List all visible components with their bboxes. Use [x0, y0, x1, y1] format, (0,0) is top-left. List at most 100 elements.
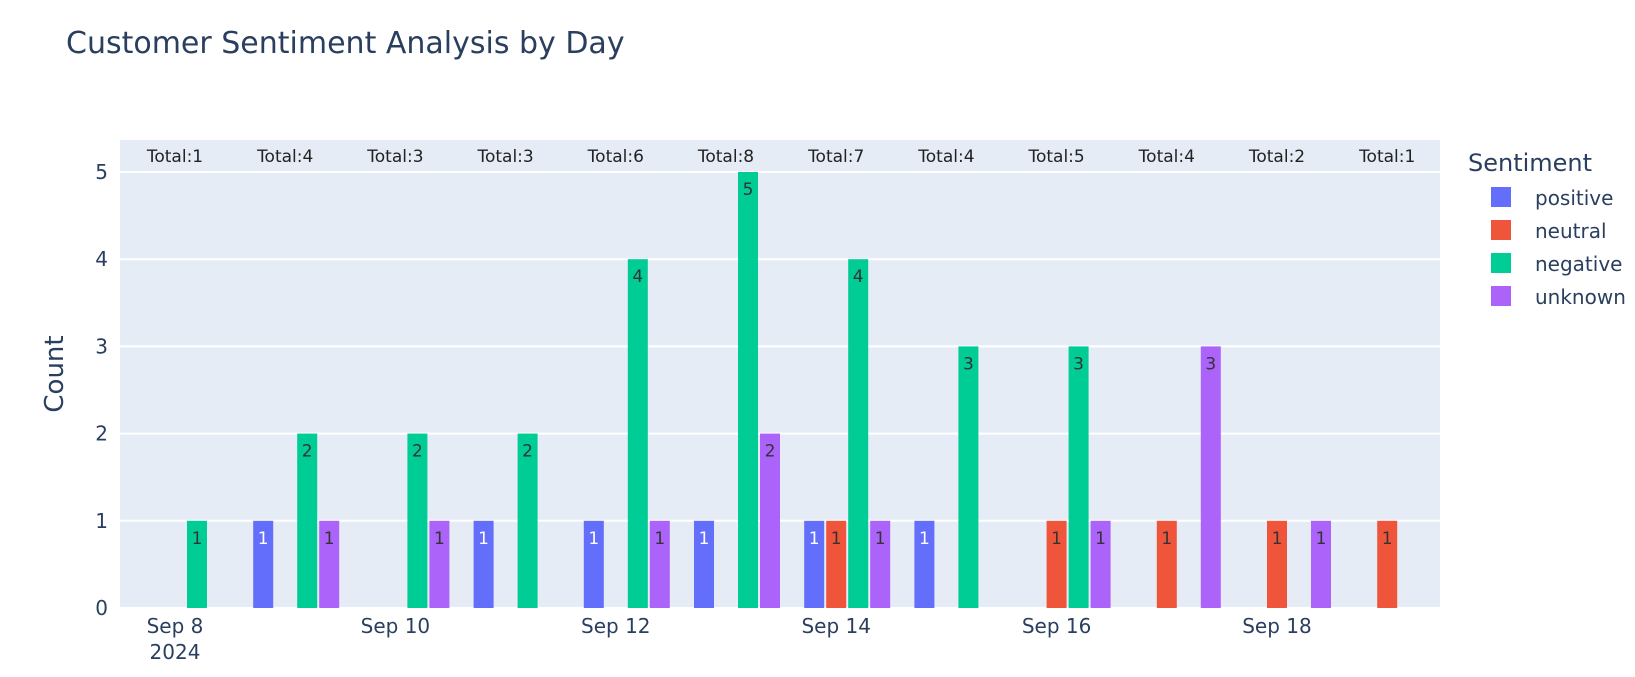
- bar-unknown[interactable]: [870, 520, 891, 608]
- y-tick-label: 0: [95, 596, 108, 620]
- bar-value-label: 1: [1382, 529, 1393, 549]
- bar-value-label: 4: [632, 267, 643, 287]
- total-label: Total:7: [807, 147, 864, 167]
- bar-unknown[interactable]: [1090, 520, 1111, 608]
- bar-value-label: 2: [765, 442, 776, 462]
- bar-negative[interactable]: [848, 259, 869, 608]
- bar-value-label: 1: [324, 529, 335, 549]
- bar-value-label: 1: [1161, 529, 1172, 549]
- legend-swatch: [1491, 220, 1511, 240]
- legend-swatch: [1491, 253, 1511, 273]
- bar-neutral[interactable]: [1377, 520, 1398, 608]
- bar-value-label: 1: [192, 529, 203, 549]
- bar-negative[interactable]: [297, 433, 318, 608]
- y-axis-title: Count: [40, 335, 70, 412]
- bar-unknown[interactable]: [649, 520, 670, 608]
- bar-value-label: 1: [1316, 529, 1327, 549]
- bar-unknown[interactable]: [1311, 520, 1331, 608]
- x-tick-year-label: 2024: [150, 640, 201, 664]
- total-annotations: Total:1 Total:4 Total:3 Total:3 Total:6 Total…: [146, 147, 1415, 167]
- bar-value-label: 2: [412, 442, 423, 462]
- bar-neutral[interactable]: [826, 520, 847, 608]
- total-label: Total:1: [1358, 147, 1415, 167]
- legend-item-negative[interactable]: negative: [1491, 252, 1622, 276]
- bar-neutral[interactable]: [1267, 520, 1287, 608]
- y-tick-label: 4: [95, 247, 108, 271]
- total-label: Total:6: [587, 147, 644, 167]
- bar-positive[interactable]: [253, 520, 274, 608]
- bar-positive[interactable]: [914, 520, 935, 608]
- bar-positive[interactable]: [804, 520, 825, 608]
- bar-positive[interactable]: [583, 520, 604, 608]
- bar-negative[interactable]: [627, 259, 648, 608]
- bar-negative[interactable]: [407, 433, 428, 608]
- bar-negative[interactable]: [738, 172, 758, 608]
- y-tick-label: 5: [95, 160, 108, 184]
- legend-title: Sentiment: [1468, 149, 1592, 177]
- bar-value-label: 5: [743, 180, 754, 200]
- total-label: Total:3: [366, 147, 423, 167]
- total-label: Total:4: [256, 147, 313, 167]
- x-tick-label: Sep 8: [147, 614, 204, 638]
- x-tick-label: Sep 10: [361, 614, 431, 638]
- bar-positive[interactable]: [473, 520, 494, 608]
- bar-value-label: 2: [522, 442, 533, 462]
- bar-value-label: 1: [831, 529, 842, 549]
- bar-value-label: 1: [588, 529, 599, 549]
- bar-value-label: 1: [875, 529, 886, 549]
- legend-label: neutral: [1535, 219, 1607, 243]
- total-label: Total:8: [697, 147, 754, 167]
- bar-positive[interactable]: [694, 520, 714, 608]
- bar-unknown[interactable]: [760, 433, 780, 608]
- bar-negative[interactable]: [517, 433, 538, 608]
- bar-value-label: 1: [654, 529, 665, 549]
- bar-unknown[interactable]: [429, 520, 450, 608]
- y-axis-ticks: 0 1 2 3 4 5: [95, 160, 108, 620]
- y-tick-label: 1: [95, 509, 108, 533]
- y-tick-label: 2: [95, 422, 108, 446]
- legend-swatch: [1491, 286, 1511, 306]
- x-tick-label: Sep 16: [1022, 614, 1092, 638]
- bar-value-label: 1: [478, 529, 489, 549]
- bar-neutral[interactable]: [1156, 520, 1177, 608]
- bar-value-label: 1: [919, 529, 930, 549]
- legend-label: negative: [1535, 252, 1622, 276]
- bar-value-label: 1: [1095, 529, 1106, 549]
- bar-value-label: 1: [1272, 529, 1283, 549]
- bar-value-label: 1: [258, 529, 269, 549]
- bar-value-label: 4: [853, 267, 864, 287]
- bar-unknown[interactable]: [1200, 346, 1221, 608]
- legend-swatch: [1491, 187, 1511, 207]
- legend-label: unknown: [1535, 285, 1626, 309]
- bar-value-label: 1: [434, 529, 445, 549]
- legend-item-neutral[interactable]: neutral: [1491, 219, 1607, 243]
- legend-item-positive[interactable]: positive: [1491, 186, 1613, 210]
- bar-unknown[interactable]: [319, 520, 340, 608]
- total-label: Total:5: [1027, 147, 1084, 167]
- bar-value-label: 3: [1073, 354, 1084, 374]
- legend-item-unknown[interactable]: unknown: [1491, 285, 1626, 309]
- bar-value-label: 3: [1205, 354, 1216, 374]
- bar-value-label: 2: [302, 442, 313, 462]
- chart-title: Customer Sentiment Analysis by Day: [66, 26, 625, 61]
- legend-label: positive: [1535, 186, 1613, 210]
- bar-negative[interactable]: [1068, 346, 1089, 608]
- x-tick-label: Sep 12: [581, 614, 651, 638]
- legend[interactable]: Sentiment positive neutral negative unknown: [1468, 149, 1626, 309]
- bar-neutral[interactable]: [1046, 520, 1067, 608]
- total-label: Total:1: [146, 147, 203, 167]
- bar-value-label: 1: [809, 529, 820, 549]
- total-label: Total:3: [476, 147, 533, 167]
- x-tick-label: Sep 18: [1242, 614, 1312, 638]
- bar-value-label: 3: [963, 354, 974, 374]
- bar-value-label: 1: [699, 529, 710, 549]
- total-label: Total:4: [1138, 147, 1195, 167]
- bar-negative[interactable]: [958, 346, 979, 608]
- bar-value-label: 1: [1051, 529, 1062, 549]
- total-label: Total:2: [1248, 147, 1305, 167]
- total-label: Total:4: [917, 147, 974, 167]
- bar-negative[interactable]: [187, 520, 207, 608]
